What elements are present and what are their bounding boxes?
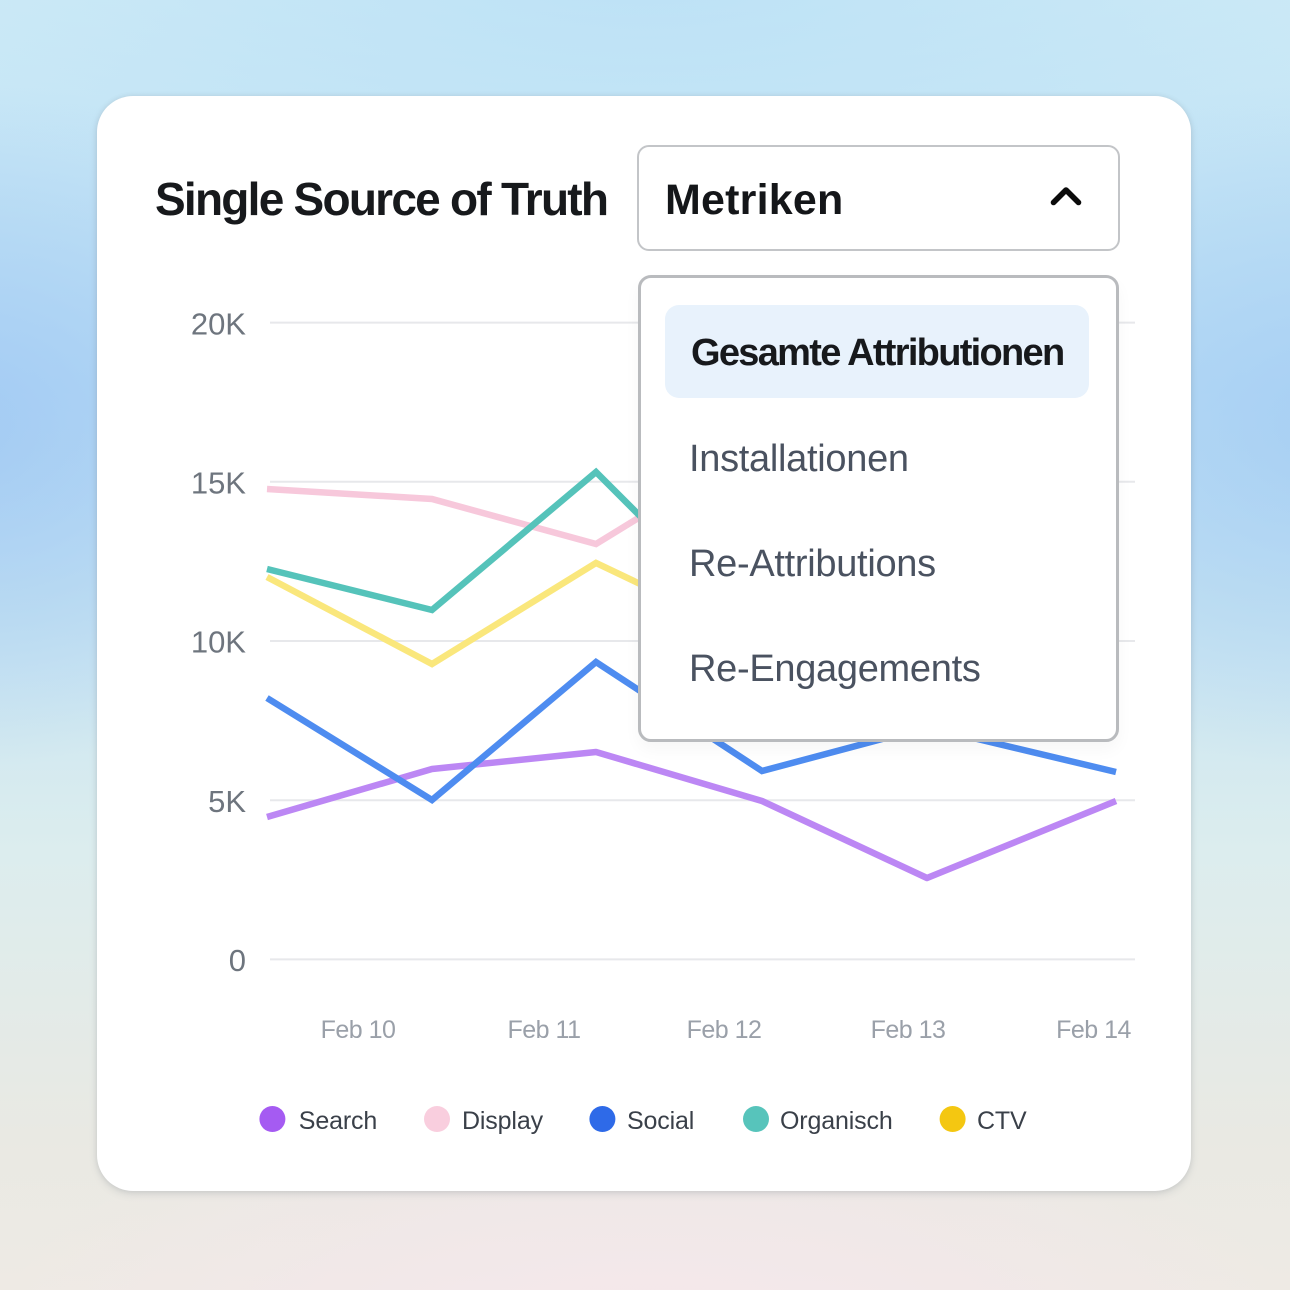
svg-text:5K: 5K xyxy=(208,784,246,819)
svg-text:Feb 13: Feb 13 xyxy=(871,1016,946,1044)
svg-text:Feb 14: Feb 14 xyxy=(1056,1016,1131,1044)
svg-text:Social: Social xyxy=(627,1107,694,1135)
svg-text:15K: 15K xyxy=(191,466,246,501)
svg-text:Feb 10: Feb 10 xyxy=(321,1016,396,1044)
svg-text:Feb 12: Feb 12 xyxy=(687,1016,762,1044)
svg-text:0: 0 xyxy=(229,943,246,978)
svg-text:Feb 11: Feb 11 xyxy=(508,1016,581,1044)
svg-text:20K: 20K xyxy=(191,306,246,341)
svg-text:Search: Search xyxy=(299,1107,377,1135)
svg-text:Organisch: Organisch xyxy=(780,1107,893,1135)
svg-text:Display: Display xyxy=(462,1107,544,1135)
svg-text:10K: 10K xyxy=(191,625,246,660)
svg-text:CTV: CTV xyxy=(977,1107,1027,1135)
